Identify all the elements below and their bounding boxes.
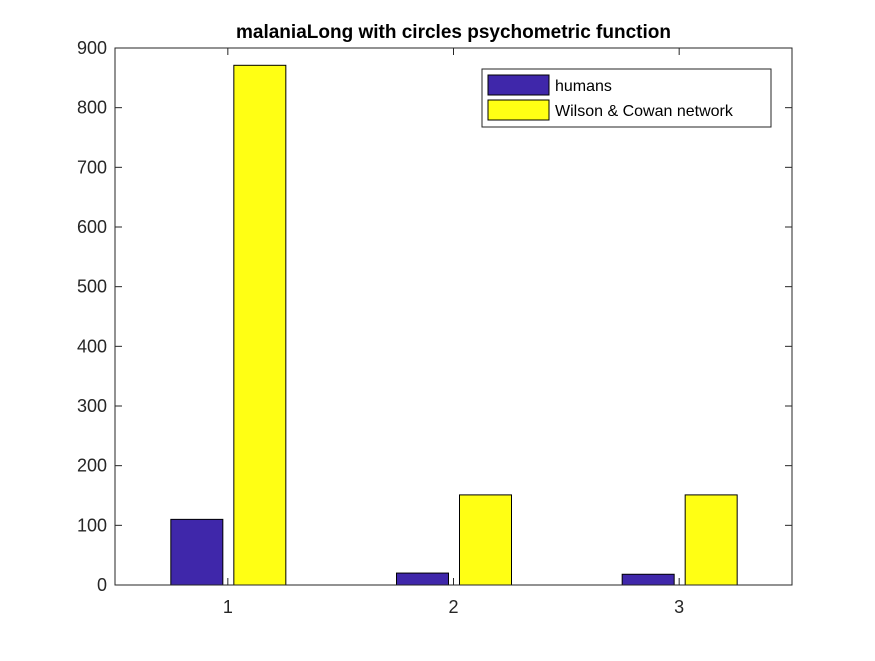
bar-humans-2 [396,572,449,586]
y-tick-label: 300 [77,396,107,416]
y-tick-label: 600 [77,217,107,237]
y-tick-label: 200 [77,456,107,476]
legend: humans Wilson & Cowan network [481,68,772,128]
x-tick-label: 3 [674,597,684,617]
bar-network-2 [459,494,512,586]
legend-label-network: Wilson & Cowan network [555,103,734,120]
y-tick-label: 100 [77,515,107,535]
bar-humans-1 [170,518,224,586]
x-tick-label: 2 [448,597,458,617]
y-tick-label: 400 [77,336,107,356]
y-tick-label: 700 [77,157,107,177]
legend-label-humans: humans [555,78,612,95]
bar-network-3 [684,494,738,586]
legend-swatch-humans [487,74,550,96]
y-tick-label: 800 [77,98,107,118]
chart-title: malaniaLong with circles psychometric fu… [236,22,671,43]
y-tick-label: 0 [97,575,107,595]
y-tick-label: 500 [77,277,107,297]
x-tick-label: 1 [223,597,233,617]
y-tick-label: 900 [77,38,107,58]
ticks-layer: 0 100 200 300 400 500 600 700 800 900 1 2 3 [77,38,792,617]
legend-swatch-network [487,99,550,121]
bar-network-1 [233,64,287,586]
bars-layer [170,64,738,586]
bar-humans-3 [621,573,675,586]
